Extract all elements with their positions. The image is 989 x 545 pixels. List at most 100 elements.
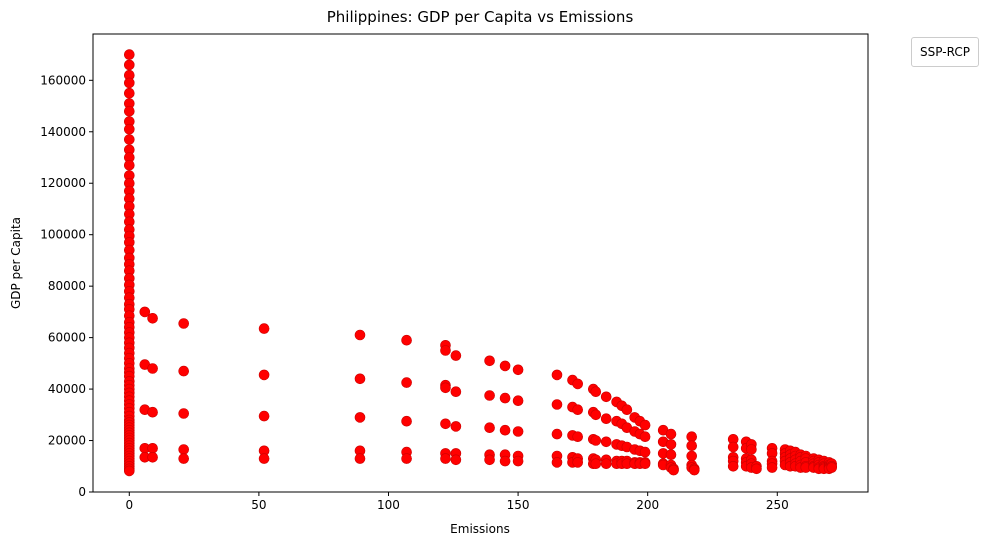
data-point: [401, 453, 412, 464]
data-point: [178, 318, 189, 329]
data-point: [751, 463, 762, 475]
data-points: [124, 49, 838, 477]
legend-title: SSP-RCP: [920, 45, 970, 59]
data-point: [512, 395, 524, 407]
data-point: [401, 415, 412, 427]
y-tick-label: 20000: [48, 434, 86, 448]
x-tick-label: 100: [377, 498, 400, 512]
data-point: [147, 363, 158, 374]
data-point: [621, 404, 633, 416]
data-point: [354, 329, 366, 341]
data-point: [484, 422, 495, 434]
data-point: [147, 406, 158, 418]
data-point: [600, 458, 612, 470]
data-point: [124, 87, 135, 99]
data-point: [551, 457, 563, 468]
data-point: [147, 312, 158, 324]
data-point: [600, 391, 612, 403]
data-point: [139, 306, 151, 318]
data-point: [499, 455, 511, 467]
data-point: [124, 159, 135, 171]
data-point: [401, 334, 412, 346]
data-point: [512, 426, 524, 437]
data-point: [401, 377, 412, 388]
data-point: [484, 355, 495, 367]
x-tick-label: 200: [636, 498, 659, 512]
data-point: [665, 428, 677, 440]
data-point: [440, 382, 451, 394]
data-point: [572, 404, 584, 416]
legend: SSP-RCP: [911, 37, 979, 67]
data-point: [178, 365, 189, 377]
data-point: [512, 455, 524, 467]
data-point: [124, 465, 135, 477]
data-point: [746, 444, 757, 455]
data-point: [178, 453, 189, 464]
data-point: [551, 369, 563, 381]
data-point: [499, 360, 511, 372]
data-point: [258, 410, 270, 422]
data-point: [258, 369, 270, 381]
data-point: [639, 458, 651, 470]
data-point: [686, 450, 698, 462]
x-tick-label: 150: [507, 498, 530, 512]
data-point: [551, 399, 563, 410]
y-axis-label: GDP per Capita: [9, 217, 23, 309]
data-point: [124, 105, 135, 117]
x-tick-label: 0: [125, 498, 133, 512]
data-point: [450, 454, 462, 466]
data-point: [572, 378, 584, 390]
plot-area-frame: [92, 33, 869, 493]
data-point: [178, 444, 189, 455]
x-axis-label: Emissions: [450, 522, 510, 536]
x-tick-label: 250: [766, 498, 789, 512]
data-point: [178, 408, 189, 419]
data-point: [484, 454, 495, 466]
chart-title: Philippines: GDP per Capita vs Emissions: [327, 8, 634, 26]
data-point: [484, 390, 495, 401]
y-tick-label: 40000: [48, 382, 86, 396]
y-tick-label: 0: [78, 485, 86, 499]
data-point: [600, 413, 612, 425]
data-point: [590, 409, 602, 421]
data-point: [590, 458, 602, 470]
data-point: [450, 350, 462, 361]
y-tick-label: 120000: [40, 176, 86, 190]
data-point: [258, 453, 270, 464]
data-point: [147, 442, 158, 454]
data-point: [354, 373, 366, 385]
data-point: [665, 449, 677, 461]
data-point: [124, 59, 135, 71]
data-point: [124, 77, 135, 89]
data-point: [826, 462, 838, 473]
data-point: [590, 435, 602, 446]
y-tick-label: 100000: [40, 228, 86, 242]
data-point: [450, 386, 462, 398]
data-point: [639, 431, 651, 443]
data-point: [440, 345, 451, 356]
data-point: [124, 49, 135, 60]
data-point: [258, 323, 270, 334]
data-point: [639, 446, 651, 458]
data-point: [440, 418, 451, 430]
data-point: [766, 462, 778, 473]
y-tick-label: 80000: [48, 279, 86, 293]
data-point: [147, 451, 158, 463]
x-axis-ticks: 0 50 100 150 200 250: [125, 492, 789, 512]
data-point: [727, 460, 739, 472]
y-tick-label: 60000: [48, 331, 86, 345]
data-point: [124, 134, 135, 145]
data-point: [354, 412, 366, 423]
data-point: [686, 440, 698, 452]
data-point: [686, 431, 698, 443]
data-point: [639, 419, 651, 431]
data-point: [512, 364, 524, 376]
data-point: [499, 424, 511, 436]
data-point: [124, 123, 135, 135]
data-point: [600, 436, 612, 448]
data-point: [572, 431, 584, 443]
data-point: [665, 439, 677, 450]
data-point: [551, 428, 563, 440]
data-point: [354, 453, 366, 464]
